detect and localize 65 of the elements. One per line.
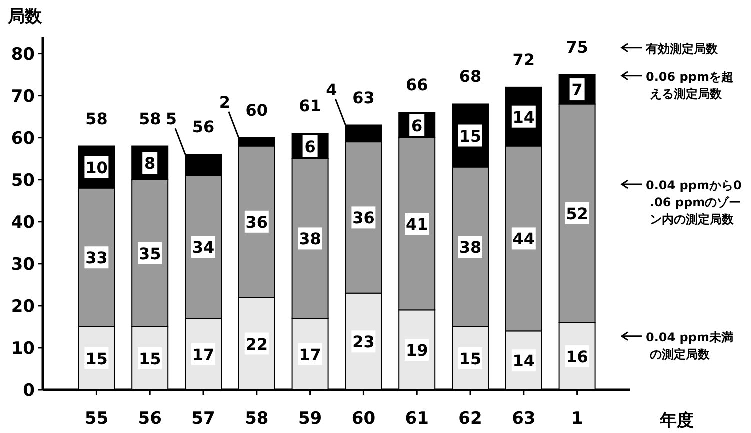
data-label: 7 [572, 80, 583, 100]
total-label: 63 [352, 88, 375, 108]
legend-label: 0.04 ppm未満の測定局数 [646, 330, 734, 362]
total-label: 56 [192, 118, 215, 137]
x-tick-label: 62 [458, 409, 482, 429]
total-label: 66 [406, 76, 428, 95]
legend-label: 0.06 ppmを超える測定局数 [646, 70, 734, 101]
data-label: 6 [304, 137, 316, 156]
x-tick-label: 57 [192, 409, 216, 429]
data-label: 19 [406, 341, 428, 360]
data-label: 44 [512, 230, 536, 249]
data-label: 35 [138, 244, 162, 264]
y-tick-label: 40 [11, 212, 36, 233]
total-label: 58 [138, 109, 162, 128]
x-tick-label: 63 [512, 409, 536, 429]
total-label: 58 [86, 109, 108, 128]
data-label: 22 [246, 334, 268, 354]
data-label: 36 [352, 208, 375, 228]
total-label: 60 [246, 100, 268, 120]
y-tick-label: 60 [11, 128, 36, 149]
legend-label: 0.04 ppmから0.06 ppmのゾーン内の測定局数 [646, 178, 742, 226]
data-label: 16 [566, 347, 588, 366]
total-label: 72 [512, 50, 536, 70]
data-label: 15 [459, 126, 482, 146]
data-label: 2 [219, 92, 230, 112]
data-label: 23 [352, 332, 375, 352]
y-tick-label: 0 [23, 381, 36, 401]
y-tick-label: 20 [11, 296, 36, 317]
x-axis-title: 年度 [659, 411, 694, 431]
x-tick-label: 58 [245, 409, 269, 429]
data-label: 6 [412, 116, 423, 136]
data-label: 38 [299, 230, 322, 249]
data-label: 15 [86, 349, 108, 368]
x-tick-label: 59 [298, 409, 322, 429]
data-label: 52 [566, 204, 588, 224]
data-label: 15 [459, 349, 482, 368]
data-label: 41 [406, 215, 428, 234]
x-tick-label: 60 [352, 409, 376, 429]
data-label: 14 [512, 352, 536, 371]
total-label: 68 [459, 67, 482, 86]
data-label: 17 [192, 345, 215, 364]
data-label: 10 [86, 158, 108, 178]
data-label: 15 [138, 349, 162, 368]
y-tick-label: 10 [11, 338, 36, 359]
data-label: 33 [86, 248, 108, 268]
total-label: 75 [566, 38, 588, 57]
x-tick-label: 61 [405, 409, 429, 429]
data-label: 36 [246, 212, 268, 232]
x-tick-label: 1 [571, 409, 584, 429]
y-tick-label: 50 [11, 170, 36, 191]
annotation: 有効測定局数 [620, 42, 718, 56]
data-label: 5 [166, 110, 178, 129]
y-tick-label: 30 [11, 254, 36, 275]
y-axis-title: 局数 [7, 7, 43, 27]
data-label: 34 [192, 238, 215, 258]
y-tick-label: 70 [11, 86, 36, 107]
data-label: 38 [459, 238, 482, 258]
x-tick-label: 55 [84, 409, 109, 429]
data-label: 14 [512, 108, 536, 127]
data-label: 4 [326, 80, 338, 100]
data-label: 8 [144, 154, 156, 174]
data-label: 17 [299, 345, 322, 364]
total-label: 61 [299, 96, 322, 116]
y-tick-label: 80 [11, 44, 36, 65]
x-tick-label: 56 [138, 409, 162, 429]
